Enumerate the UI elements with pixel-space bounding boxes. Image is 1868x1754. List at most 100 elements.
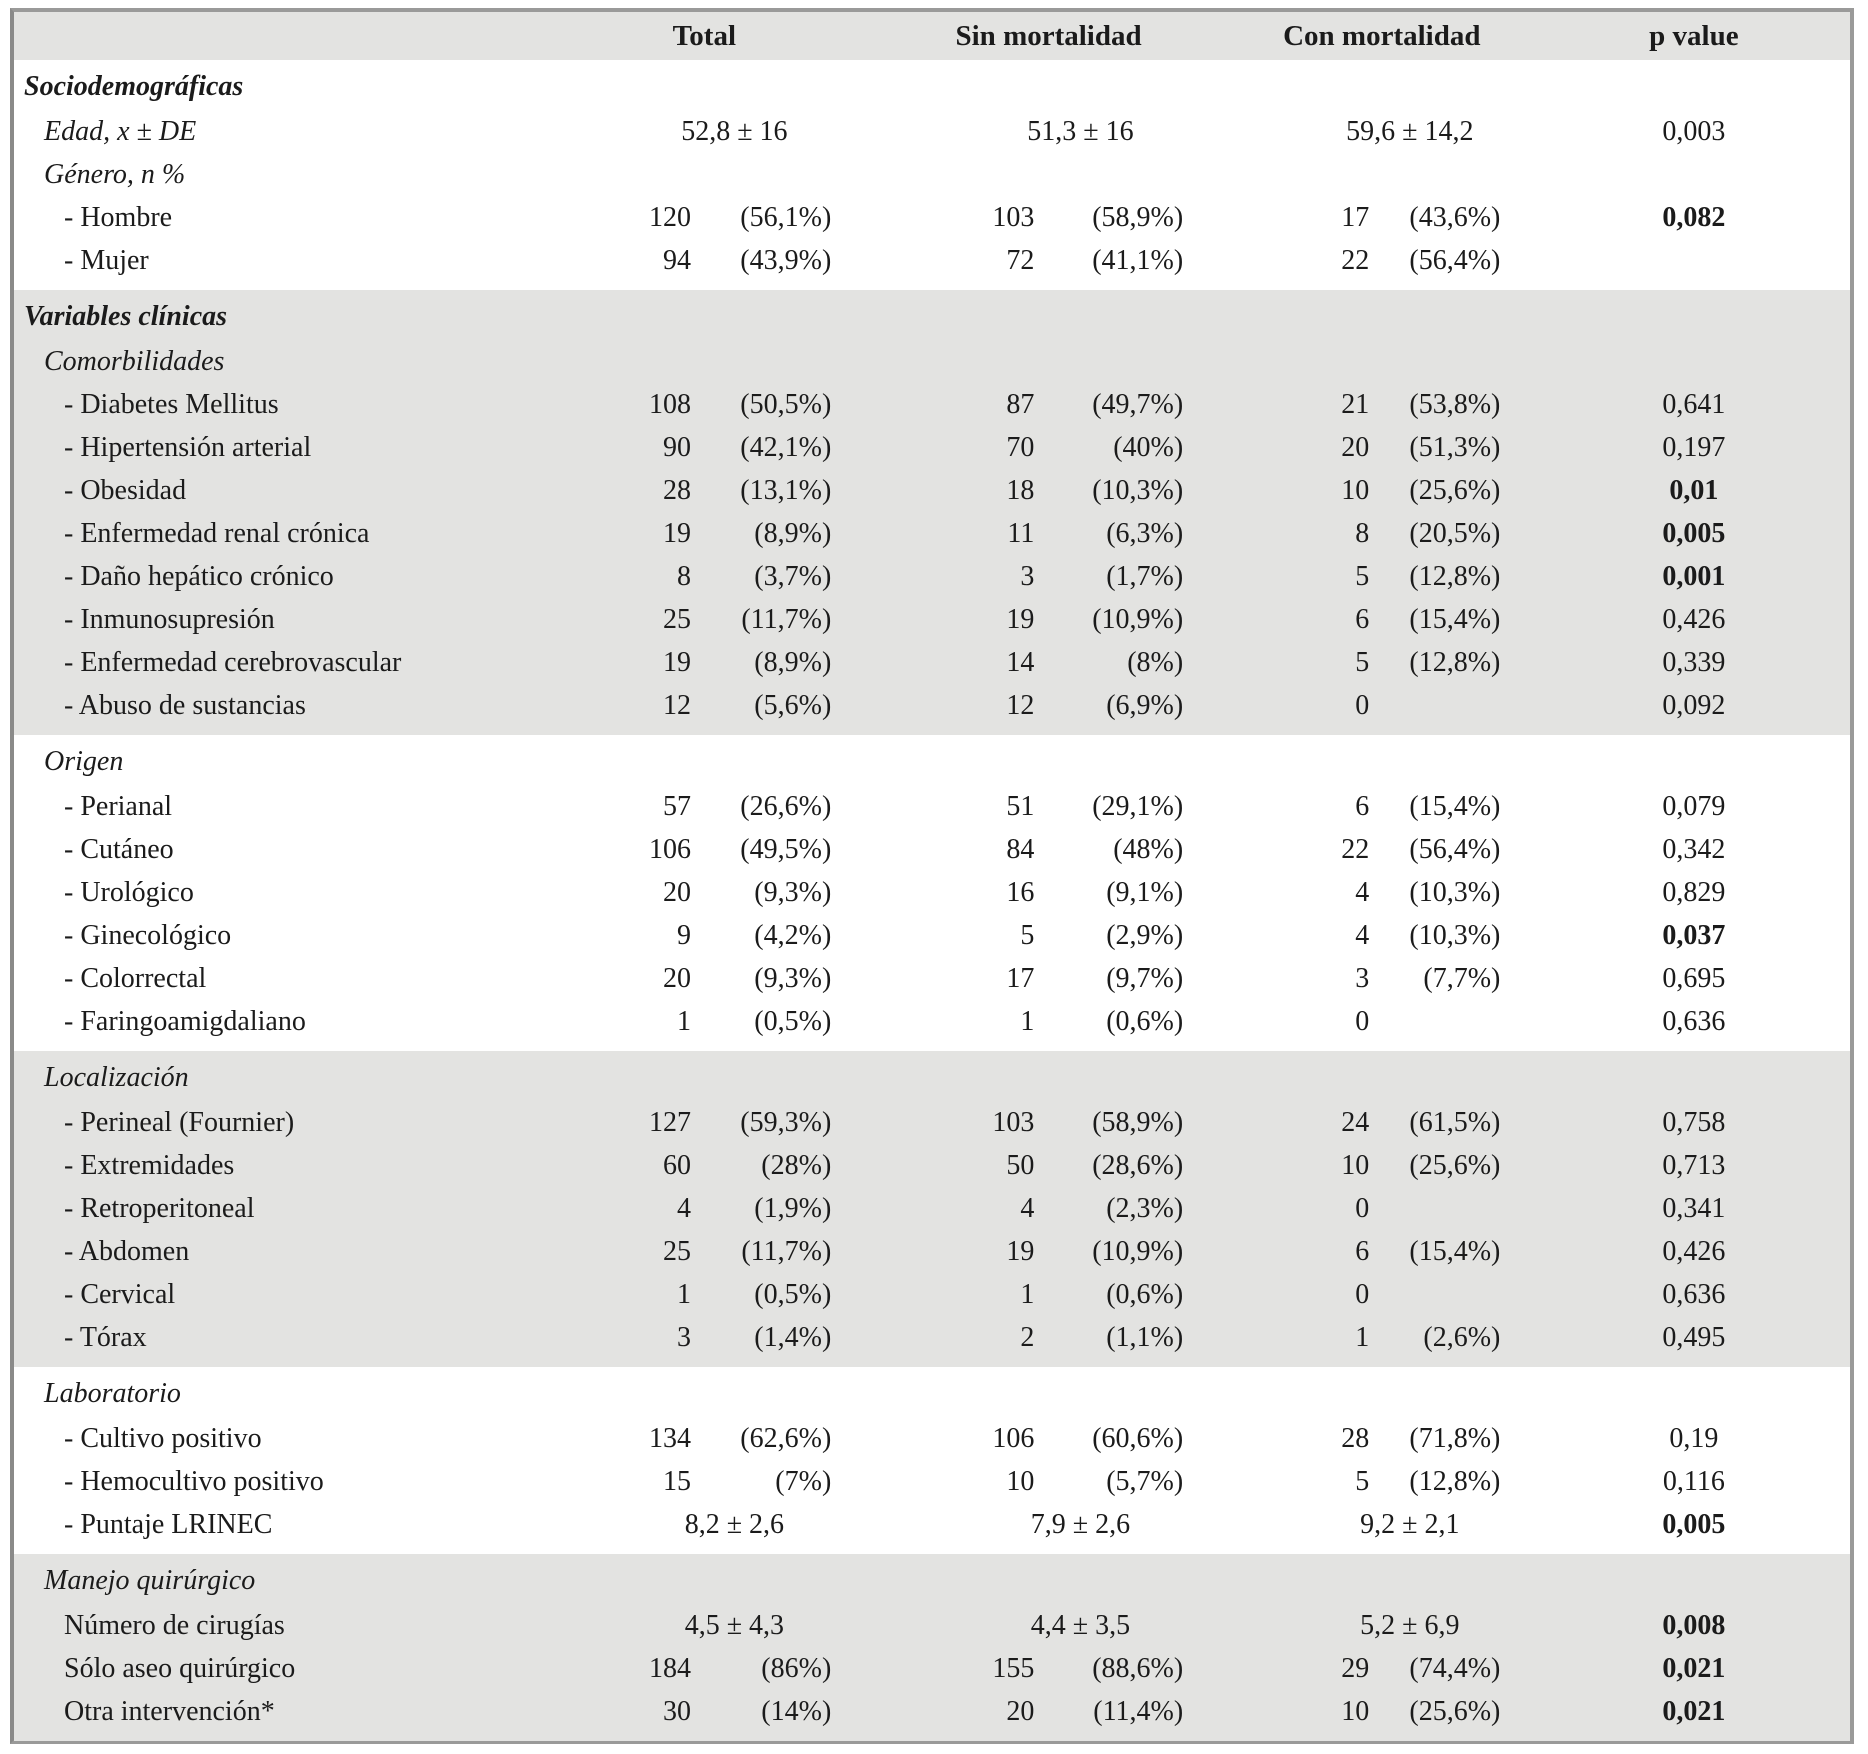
section-title-row: Variables clínicas [14, 294, 1850, 340]
count-value: 2 [1020, 1321, 1035, 1353]
count-value: 11 [1007, 517, 1035, 549]
p-value-cell: 0,037 [1662, 919, 1726, 951]
con-mortalidad-cell: 3 (7,7%) [1226, 963, 1538, 995]
row-label: - Mujer [64, 244, 149, 276]
percent-value: (12,8%) [1409, 560, 1501, 592]
table-row: Género, n % [14, 153, 1850, 196]
percent-value: (1,1%) [1106, 1321, 1184, 1353]
p-value-cell: 0,005 [1662, 1508, 1726, 1540]
count-value: 20 [1006, 1695, 1035, 1727]
row-label: - Enfermedad cerebrovascular [64, 646, 402, 678]
count-value: 60 [662, 1149, 691, 1181]
row-label: - Abuso de sustancias [64, 689, 306, 721]
row-label: Género, n % [44, 158, 186, 190]
count-value: 15 [662, 1465, 691, 1497]
section-title-label: Variables clínicas [24, 301, 228, 332]
table-row: Edad, x ± DE 52,8 ± 16 51,3 ± 16 59,6 ± 14,… [14, 110, 1850, 153]
percent-value: (15,4%) [1409, 790, 1501, 822]
mean-sd-value: 59,6 ± 14,2 [1346, 115, 1474, 147]
table-row: - Cutáneo 106 (49,5%) 84 (48%) 22 (56,4%) 0,342 [14, 828, 1850, 871]
sin-mortalidad-cell: 10 (5,7%) [871, 1466, 1225, 1498]
percent-value: (1,9%) [754, 1192, 832, 1224]
count-value: 22 [1341, 244, 1370, 276]
p-value-cell: 0,341 [1662, 1192, 1726, 1224]
total-cell: 184 (86%) [537, 1653, 871, 1685]
table-row: - Cultivo positivo 134 (62,6%) 106 (60,6%) 28… [14, 1417, 1850, 1460]
p-value-cell: 0,092 [1662, 689, 1726, 721]
sin-mortalidad-cell: 12 (6,9%) [871, 690, 1225, 722]
percent-value: (3,7%) [754, 560, 832, 592]
count-value: 21 [1341, 388, 1370, 420]
section-title-label: Origen [44, 746, 124, 777]
sin-mortalidad-cell: 4,4 ± 3,5 [871, 1610, 1225, 1642]
row-label: Comorbilidades [44, 345, 225, 377]
row-label: - Ginecológico [64, 919, 232, 951]
percent-value: (8,9%) [754, 517, 832, 549]
percent-value: (9,7%) [1106, 962, 1184, 994]
sin-mortalidad-cell: 19 (10,9%) [871, 604, 1225, 636]
percent-value: (6,3%) [1106, 517, 1184, 549]
table-row: - Abuso de sustancias 12 (5,6%) 12 (6,9%) 0 0,… [14, 684, 1850, 727]
count-value: 120 [648, 201, 691, 233]
table-row: - Retroperitoneal 4 (1,9%) 4 (2,3%) 0 0,341 [14, 1187, 1850, 1230]
sin-mortalidad-cell: 84 (48%) [871, 834, 1225, 866]
percent-value: (60,6%) [1092, 1422, 1184, 1454]
count-value: 17 [1006, 962, 1035, 994]
p-value-cell: 0,001 [1662, 560, 1726, 592]
table-row: - Faringoamigdaliano 1 (0,5%) 1 (0,6%) 0 0,636 [14, 1000, 1850, 1043]
con-mortalidad-cell: 0 [1226, 1193, 1538, 1225]
row-label: Otra intervención* [64, 1695, 275, 1727]
count-value: 12 [662, 689, 691, 721]
percent-value: (14%) [761, 1695, 832, 1727]
percent-value: (9,3%) [754, 876, 832, 908]
p-value-cell: 0,713 [1662, 1149, 1726, 1181]
percent-value: (5,6%) [754, 689, 832, 721]
section-title-row: Manejo quirúrgico [14, 1558, 1850, 1604]
count-value: 25 [662, 1235, 691, 1267]
count-value: 16 [1006, 876, 1035, 908]
count-value: 4 [1355, 876, 1370, 908]
percent-value: (15,4%) [1409, 603, 1501, 635]
row-label: - Enfermedad renal crónica [64, 517, 370, 549]
percent-value: (56,4%) [1409, 244, 1501, 276]
total-cell: 127 (59,3%) [537, 1107, 871, 1139]
percent-value: (43,6%) [1409, 201, 1501, 233]
percent-value: (42,1%) [740, 431, 832, 463]
percent-value: (11,7%) [741, 1235, 832, 1267]
count-value: 8 [676, 560, 691, 592]
count-value: 106 [648, 833, 691, 865]
row-label: - Perianal [64, 790, 173, 822]
p-value-cell: 0,003 [1662, 115, 1726, 147]
count-value: 1 [1020, 1278, 1035, 1310]
sin-mortalidad-cell: 20 (11,4%) [871, 1696, 1225, 1728]
p-value-cell: 0,495 [1662, 1321, 1726, 1353]
total-cell: 57 (26,6%) [537, 791, 871, 823]
row-label: - Urológico [64, 876, 194, 908]
data-table: Total Sin mortalidad Con mortalidad p va… [10, 8, 1854, 1744]
row-label: - Colorrectal [64, 962, 207, 994]
count-value: 10 [1341, 1695, 1370, 1727]
count-value: 19 [662, 646, 691, 678]
table-row: - Inmunosupresión 25 (11,7%) 19 (10,9%) 6 (15,… [14, 598, 1850, 641]
sin-mortalidad-cell: 106 (60,6%) [871, 1423, 1225, 1455]
count-value: 1 [1355, 1321, 1370, 1353]
mean-sd-value: 9,2 ± 2,1 [1360, 1508, 1460, 1540]
percent-value: (11,7%) [741, 603, 832, 635]
count-value: 87 [1006, 388, 1035, 420]
total-cell: 20 (9,3%) [537, 963, 871, 995]
count-value: 9 [676, 919, 691, 951]
sin-mortalidad-cell: 5 (2,9%) [871, 920, 1225, 952]
count-value: 20 [1341, 431, 1370, 463]
count-value: 72 [1006, 244, 1035, 276]
total-cell: 94 (43,9%) [537, 245, 871, 277]
con-mortalidad-cell: 21 (53,8%) [1226, 389, 1538, 421]
p-value-cell: 0,079 [1662, 790, 1726, 822]
percent-value: (7,7%) [1423, 962, 1501, 994]
sin-mortalidad-cell: 18 (10,3%) [871, 475, 1225, 507]
percent-value: (7%) [775, 1465, 832, 1497]
count-value: 18 [1006, 474, 1035, 506]
count-value: 6 [1355, 603, 1370, 635]
count-value: 4 [676, 1192, 691, 1224]
count-value: 12 [1006, 689, 1035, 721]
percent-value: (40%) [1113, 431, 1184, 463]
